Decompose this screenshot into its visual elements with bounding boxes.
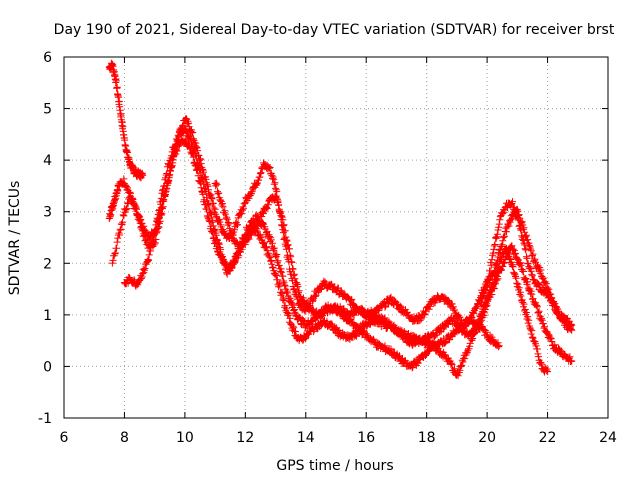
plus-markers (108, 135, 576, 365)
y-axis-label: SDTVAR / TECUs (7, 181, 23, 296)
chart-title: Day 190 of 2021, Sidereal Day-to-day VTE… (54, 22, 615, 38)
x-tick-label: 22 (539, 430, 557, 446)
y-tick-label: -1 (38, 411, 52, 427)
y-tick-label: 1 (43, 308, 52, 324)
y-tick-label: 2 (43, 256, 52, 272)
y-tick-label: 5 (43, 102, 52, 118)
series-track-6 (477, 198, 576, 334)
y-tick-labels: -1 0 1 2 3 4 5 6 (38, 50, 52, 427)
plot-frame (63, 56, 609, 419)
y-tick-label: 3 (43, 205, 52, 221)
series-track-3 (108, 135, 576, 365)
x-tick-label: 16 (357, 430, 375, 446)
plus-markers (105, 59, 147, 182)
y-tick-label: 0 (43, 359, 52, 375)
x-tick-label: 6 (60, 430, 69, 446)
series-track-1 (105, 59, 147, 182)
x-tick-label: 8 (120, 430, 129, 446)
x-tick-label: 18 (418, 430, 436, 446)
y-tick-label: 4 (43, 153, 52, 169)
x-tick-label: 14 (297, 430, 315, 446)
x-axis-label: GPS time / hours (276, 458, 393, 474)
y-tick-label: 6 (43, 50, 52, 66)
series-track-5 (211, 179, 503, 352)
data-series (105, 59, 576, 380)
plus-markers (477, 198, 576, 334)
x-tick-label: 12 (236, 430, 254, 446)
axis-ticks (63, 56, 609, 419)
x-tick-label: 24 (599, 430, 617, 446)
x-tick-label: 10 (176, 430, 194, 446)
x-tick-label: 20 (478, 430, 496, 446)
plus-markers (211, 179, 503, 352)
x-tick-labels: 6 8 10 12 14 16 18 20 22 24 (60, 430, 617, 446)
plus-markers (120, 125, 552, 380)
series-track-4 (120, 125, 552, 380)
